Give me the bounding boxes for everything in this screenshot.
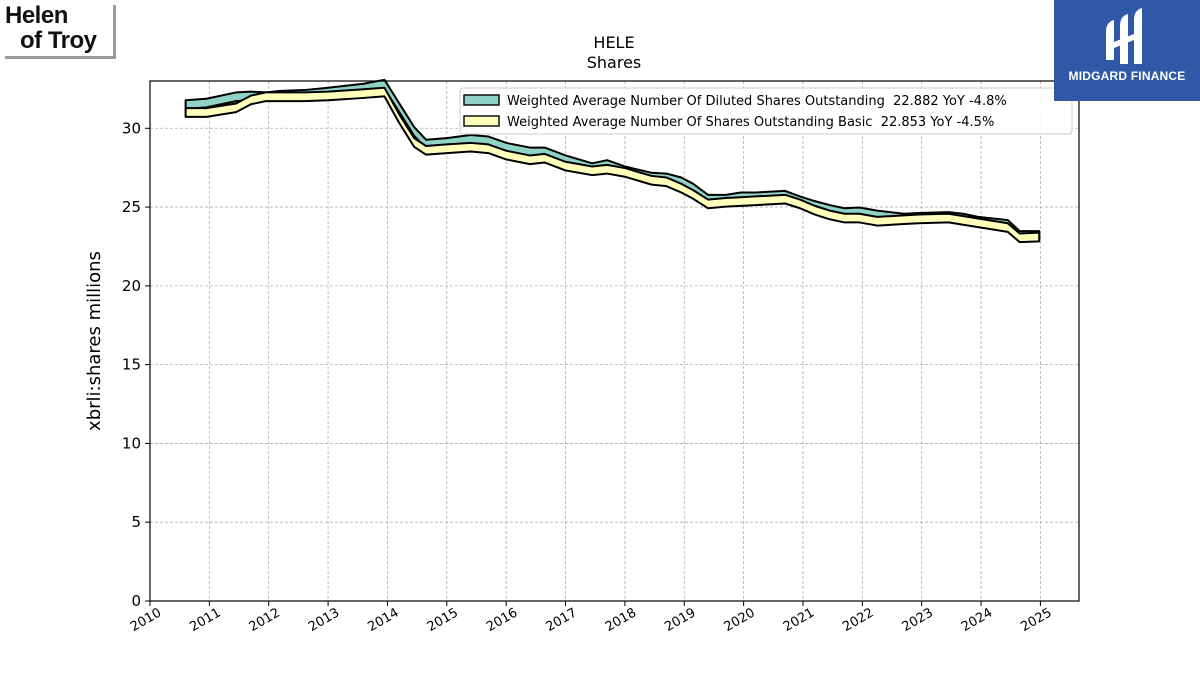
legend: Weighted Average Number Of Diluted Share…: [459, 87, 1073, 135]
legend-box: [459, 87, 1073, 135]
legend-swatch-basic: [463, 115, 500, 127]
grid-lines: [149, 81, 1079, 602]
x-tick-label: 2024: [959, 605, 995, 635]
axes: 2010 2011 2012 2013 2014 2015 2016 2017 2018 2019…: [122, 119, 1055, 635]
y-tick-label: 30: [122, 119, 141, 137]
x-tick-label: 2011: [187, 605, 223, 635]
x-tick-label: 2020: [722, 605, 758, 635]
x-tick-label: 2021: [781, 605, 817, 635]
helen-of-troy-logo: Helen of Troy: [5, 2, 116, 59]
legend-label-diluted: Weighted Average Number Of Diluted Share…: [507, 94, 1007, 109]
logo-line-1: Helen: [5, 2, 68, 29]
plot-frame: [149, 80, 1080, 602]
midgard-monogram-icon: [1106, 8, 1142, 64]
x-tick-label: 2014: [365, 605, 401, 635]
x-tick-label: 2016: [484, 605, 520, 635]
legend-swatch-diluted: [463, 94, 500, 106]
legend-label-basic: Weighted Average Number Of Shares Outsta…: [507, 115, 994, 130]
y-tick-label: 25: [122, 198, 141, 216]
x-tick-label: 2017: [543, 605, 579, 635]
y-tick-label: 15: [122, 356, 141, 374]
x-tick-label: 2025: [1018, 605, 1054, 635]
x-tick-label: 2019: [662, 605, 698, 635]
y-axis-label: xbrli:shares millions: [84, 251, 105, 431]
x-tick-label: 2022: [840, 605, 876, 635]
logo-line-2: of Troy: [20, 27, 97, 54]
y-tick-label: 20: [122, 277, 141, 295]
x-tick-label: 2013: [306, 605, 342, 635]
y-tick-label: 0: [131, 592, 141, 610]
x-tick-label: 2012: [247, 605, 283, 635]
chart-title: HELE: [593, 33, 634, 52]
y-tick-label: 10: [122, 434, 141, 452]
chart-subtitle: Shares: [587, 53, 642, 72]
series-area-basic: [184, 86, 1041, 244]
x-tick-label: 2023: [900, 605, 936, 635]
series-areas: [184, 78, 1041, 244]
brand-name: MIDGARD FINANCE: [1068, 69, 1186, 83]
x-tick-label: 2015: [425, 605, 461, 635]
y-tick-label: 5: [131, 513, 141, 531]
x-tick-label: 2018: [603, 605, 639, 635]
midgard-finance-logo: MIDGARD FINANCE: [1054, 0, 1200, 101]
